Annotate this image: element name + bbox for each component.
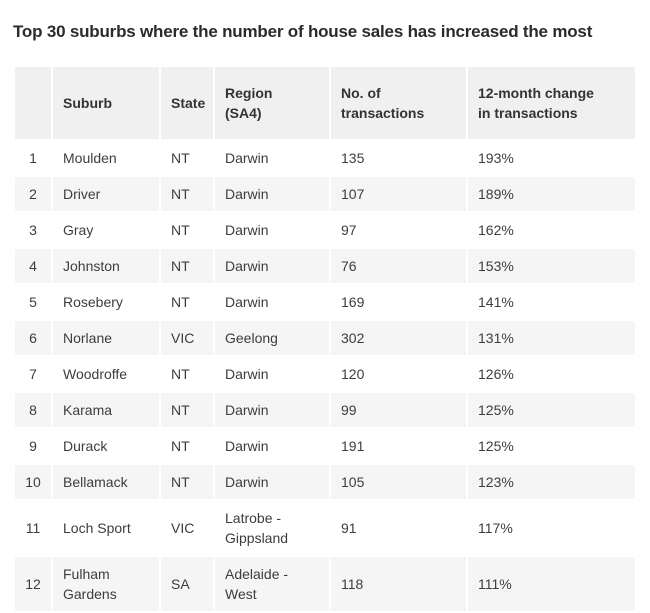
change-cell: 131% xyxy=(468,321,635,355)
table-row: 1 Moulden NT Darwin 135 193% xyxy=(15,141,635,175)
col-header-transactions: No. of transactions xyxy=(331,67,466,139)
table-row: 9 Durack NT Darwin 191 125% xyxy=(15,429,635,463)
rank-cell: 2 xyxy=(15,177,51,211)
table-row: 6 Norlane VIC Geelong 302 131% xyxy=(15,321,635,355)
table-row: 3 Gray NT Darwin 97 162% xyxy=(15,213,635,247)
rank-cell: 10 xyxy=(15,465,51,499)
state-cell: VIC xyxy=(161,321,213,355)
table-row: 2 Driver NT Darwin 107 189% xyxy=(15,177,635,211)
region-cell: Geelong xyxy=(215,321,329,355)
state-cell: SA xyxy=(161,557,213,611)
suburb-cell: Fulham Gardens xyxy=(53,557,159,611)
page-title: Top 30 suburbs where the number of house… xyxy=(13,22,593,41)
suburb-cell: Bellamack xyxy=(53,465,159,499)
region-cell: Darwin xyxy=(215,285,329,319)
table-row: 10 Bellamack NT Darwin 105 123% xyxy=(15,465,635,499)
transactions-cell: 91 xyxy=(331,501,466,555)
suburb-cell: Moulden xyxy=(53,141,159,175)
rank-cell: 12 xyxy=(15,557,51,611)
suburbs-sales-table: Suburb State Region (SA4) No. of transac… xyxy=(13,65,637,613)
change-cell: 189% xyxy=(468,177,635,211)
change-cell: 141% xyxy=(468,285,635,319)
region-cell: Darwin xyxy=(215,429,329,463)
transactions-cell: 191 xyxy=(331,429,466,463)
rank-cell: 11 xyxy=(15,501,51,555)
col-header-state: State xyxy=(161,67,213,139)
col-header-rank xyxy=(15,67,51,139)
rank-cell: 1 xyxy=(15,141,51,175)
state-cell: NT xyxy=(161,465,213,499)
rank-cell: 9 xyxy=(15,429,51,463)
region-cell: Latrobe - Gippsland xyxy=(215,501,329,555)
rank-cell: 8 xyxy=(15,393,51,427)
transactions-cell: 99 xyxy=(331,393,466,427)
suburb-cell: Woodroffe xyxy=(53,357,159,391)
transactions-cell: 118 xyxy=(331,557,466,611)
rank-cell: 3 xyxy=(15,213,51,247)
suburb-cell: Norlane xyxy=(53,321,159,355)
region-cell: Darwin xyxy=(215,141,329,175)
rank-cell: 6 xyxy=(15,321,51,355)
rank-cell: 7 xyxy=(15,357,51,391)
region-cell: Darwin xyxy=(215,177,329,211)
suburb-cell: Driver xyxy=(53,177,159,211)
transactions-cell: 135 xyxy=(331,141,466,175)
region-cell: Darwin xyxy=(215,393,329,427)
table-row: 8 Karama NT Darwin 99 125% xyxy=(15,393,635,427)
suburb-cell: Johnston xyxy=(53,249,159,283)
col-header-change: 12-month change in transactions xyxy=(468,67,635,139)
state-cell: VIC xyxy=(161,501,213,555)
suburb-cell: Karama xyxy=(53,393,159,427)
table-header-row: Suburb State Region (SA4) No. of transac… xyxy=(15,67,635,139)
rank-cell: 4 xyxy=(15,249,51,283)
region-cell: Darwin xyxy=(215,213,329,247)
transactions-cell: 120 xyxy=(331,357,466,391)
region-cell: Darwin xyxy=(215,357,329,391)
table-row: 4 Johnston NT Darwin 76 153% xyxy=(15,249,635,283)
change-cell: 125% xyxy=(468,393,635,427)
state-cell: NT xyxy=(161,177,213,211)
region-cell: Darwin xyxy=(215,249,329,283)
col-header-region: Region (SA4) xyxy=(215,67,329,139)
region-cell: Darwin xyxy=(215,465,329,499)
state-cell: NT xyxy=(161,429,213,463)
change-cell: 125% xyxy=(468,429,635,463)
state-cell: NT xyxy=(161,393,213,427)
state-cell: NT xyxy=(161,357,213,391)
change-cell: 126% xyxy=(468,357,635,391)
table-row: 7 Woodroffe NT Darwin 120 126% xyxy=(15,357,635,391)
transactions-cell: 302 xyxy=(331,321,466,355)
rank-cell: 5 xyxy=(15,285,51,319)
suburb-cell: Rosebery xyxy=(53,285,159,319)
suburb-cell: Gray xyxy=(53,213,159,247)
table-row: 11 Loch Sport VIC Latrobe - Gippsland 91… xyxy=(15,501,635,555)
transactions-cell: 97 xyxy=(331,213,466,247)
suburb-cell: Durack xyxy=(53,429,159,463)
state-cell: NT xyxy=(161,141,213,175)
col-header-suburb: Suburb xyxy=(53,67,159,139)
transactions-cell: 107 xyxy=(331,177,466,211)
region-cell: Adelaide - West xyxy=(215,557,329,611)
state-cell: NT xyxy=(161,249,213,283)
change-cell: 117% xyxy=(468,501,635,555)
transactions-cell: 105 xyxy=(331,465,466,499)
transactions-cell: 76 xyxy=(331,249,466,283)
transactions-cell: 169 xyxy=(331,285,466,319)
change-cell: 193% xyxy=(468,141,635,175)
change-cell: 111% xyxy=(468,557,635,611)
state-cell: NT xyxy=(161,285,213,319)
change-cell: 153% xyxy=(468,249,635,283)
change-cell: 123% xyxy=(468,465,635,499)
state-cell: NT xyxy=(161,213,213,247)
table-row: 12 Fulham Gardens SA Adelaide - West 118… xyxy=(15,557,635,611)
change-cell: 162% xyxy=(468,213,635,247)
table-row: 5 Rosebery NT Darwin 169 141% xyxy=(15,285,635,319)
suburb-cell: Loch Sport xyxy=(53,501,159,555)
